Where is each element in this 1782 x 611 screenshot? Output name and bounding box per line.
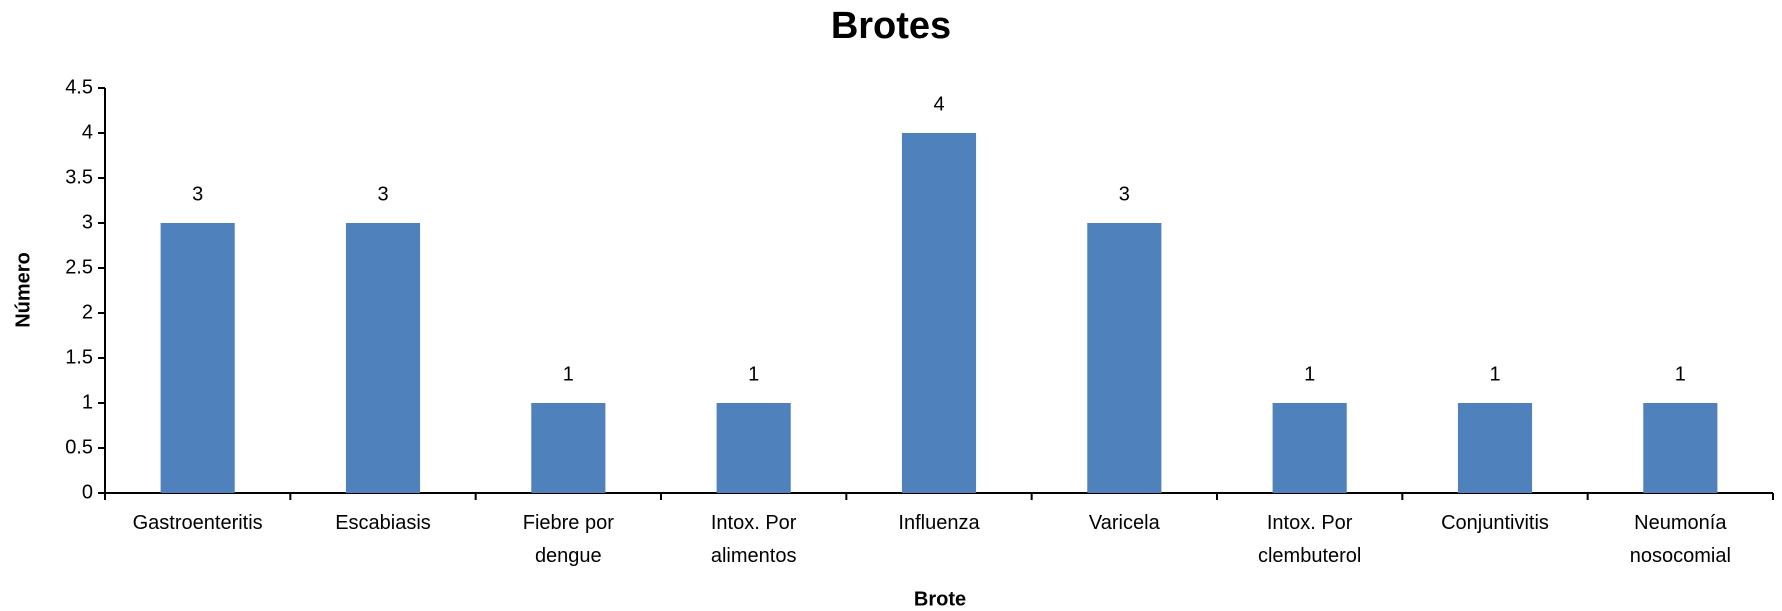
bar xyxy=(1087,223,1162,493)
x-tick-label: Influenza xyxy=(898,512,980,534)
bar xyxy=(160,223,235,493)
x-tick-label: Fiebre por dengue xyxy=(522,512,614,567)
bar xyxy=(531,403,606,493)
y-tick-label: 3.5 xyxy=(65,166,93,188)
x-tick-label: Varicela xyxy=(1088,512,1160,534)
y-tick-label: 1 xyxy=(82,391,93,413)
bar xyxy=(1272,403,1347,493)
chart-title: Brotes xyxy=(831,5,951,47)
x-tick-label: Conjuntivitis xyxy=(1441,512,1549,534)
data-label: 1 xyxy=(1304,363,1315,385)
y-tick-label: 4 xyxy=(82,121,93,143)
x-tick-label: Escabiasis xyxy=(335,512,431,534)
y-tick-label: 3 xyxy=(82,211,93,233)
data-label: 4 xyxy=(933,93,944,115)
data-label: 3 xyxy=(377,183,388,205)
y-tick-label: 4.5 xyxy=(65,76,93,98)
bar xyxy=(1457,403,1533,493)
x-tick-label: Intox. Por clembuterol xyxy=(1257,512,1362,567)
data-label: 3 xyxy=(1119,183,1130,205)
x-axis-title: Brote xyxy=(914,588,966,610)
y-axis-title: Número xyxy=(12,252,34,328)
x-tick-label: Intox. Por alimentos xyxy=(710,512,797,567)
x-tick-label: Neumonía nosocomial xyxy=(1629,512,1731,567)
y-tick-label: 2 xyxy=(82,301,93,323)
y-tick-label: 1.5 xyxy=(65,346,93,368)
y-tick-label: 2.5 xyxy=(65,256,93,278)
y-tick-label: 0 xyxy=(82,481,93,503)
bar xyxy=(345,223,421,493)
data-label: 1 xyxy=(748,363,759,385)
bar xyxy=(1643,403,1718,493)
data-label: 1 xyxy=(1489,363,1500,385)
data-label: 1 xyxy=(1675,363,1686,385)
y-tick-label: 0.5 xyxy=(65,436,93,458)
data-label: 3 xyxy=(192,183,203,205)
bar xyxy=(716,403,791,493)
data-label: 1 xyxy=(563,363,574,385)
x-tick-label: Gastroenteritis xyxy=(132,512,263,534)
bar xyxy=(901,133,977,493)
